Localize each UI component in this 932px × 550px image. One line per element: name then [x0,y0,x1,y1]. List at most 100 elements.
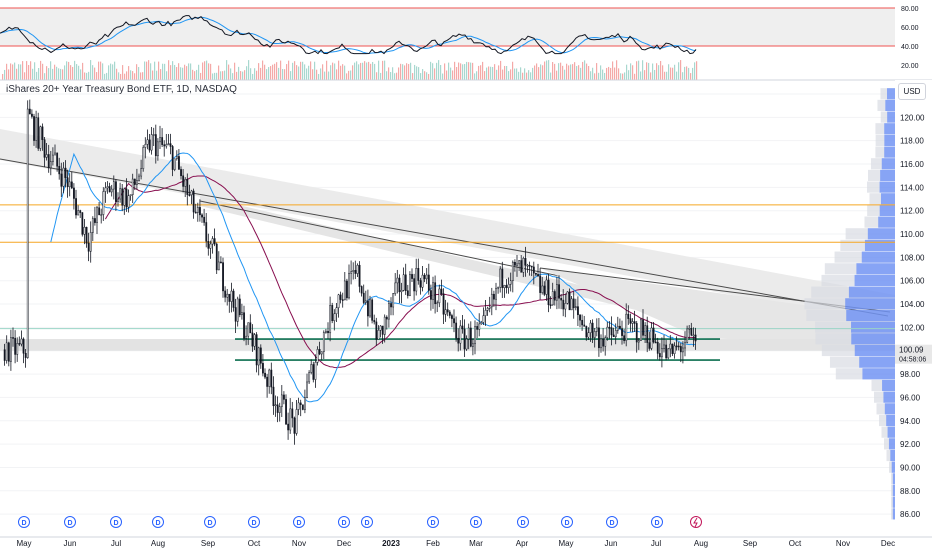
candle-body [417,268,420,281]
volume-bar [130,70,132,80]
candle-body [656,341,659,354]
volume-bar [206,60,208,80]
candle-body [631,321,634,324]
candle-body [306,381,308,398]
volume-bar [336,69,338,80]
dividend-marker-icon [517,516,529,528]
candle-body [392,293,395,308]
candle-body [98,207,101,216]
last-price-value: 100.09 [899,346,924,355]
volume-bar [652,63,654,80]
volume-bar [104,73,106,80]
volume-bar [344,65,346,80]
volume-bar [448,62,450,80]
candle-body [522,258,525,273]
candle-body [446,309,449,313]
candle-body [339,294,342,300]
volume-bar [612,61,614,80]
candle-body [514,261,516,266]
candle-body [560,298,563,301]
candle-body [566,291,569,304]
volume-bar [100,61,102,80]
volume-bar [582,61,584,80]
volume-bar [542,65,544,80]
volume-bar [156,70,158,80]
volume-bar [224,70,226,80]
volume-bar [430,61,432,80]
volume-bar [40,60,42,80]
volume-bar [154,61,156,80]
candle-body [154,134,157,157]
volume-bar [534,65,536,80]
candle-body [52,154,54,162]
candle-body [100,214,103,216]
dividend-marker-icon [338,516,350,528]
channel-fill-2 [200,196,720,330]
candle-body [629,318,632,324]
candle-body [688,327,691,330]
ma-fast-line [50,152,696,403]
volume-bar [198,64,200,80]
volume-bar [478,65,480,80]
candle-body [440,288,443,295]
candle-body [241,312,243,316]
rsi-tick-label: 20.00 [901,63,919,70]
candle-body [173,158,176,170]
candle-body [291,408,294,419]
volume-bar [570,64,572,80]
volume-bar [508,71,510,80]
candle-body [679,346,682,353]
volume-bar [38,68,40,80]
volume-bar [602,69,604,80]
candle-body [663,344,665,349]
volume-bar [346,73,348,80]
volume-bar [382,60,384,80]
candle-body [543,285,546,295]
volume-bar [592,67,594,80]
volume-bar [512,61,514,80]
candle-body [591,322,594,338]
rsi-tick-label: 80.00 [901,6,919,13]
vp-bar-up [888,438,895,450]
time-axis[interactable]: May Jun Jul Aug Sep Oct Nov Dec 2023 Feb Mar Apr May… [0,536,932,548]
dividend-marker-icon [561,516,573,528]
volume-bar [456,67,458,80]
dividend-marker-label: D [473,520,478,527]
volume-bar [110,63,112,80]
volume-bar [248,60,250,80]
vp-bar-up [878,216,895,228]
volume-bar [506,66,508,80]
candle-body [482,315,485,323]
currency-button[interactable]: USD [898,83,926,100]
candle-body [207,241,210,249]
volume-bar [558,63,560,80]
candle-body [520,260,523,273]
volume-bar [256,70,258,80]
volume-bar [678,62,680,80]
volume-bar [222,71,224,80]
volume-bar [372,61,374,80]
volume-bar [82,62,84,80]
candle-body [117,198,119,202]
candle-body [516,263,518,266]
volume-bar [688,67,690,80]
candle-body [409,274,411,296]
rsi-pane: 80.00 60.00 40.00 20.00 [0,6,932,81]
candle-body [79,210,82,213]
vp-bar-up [892,484,895,497]
volume-bar [64,65,66,80]
volume-bar [366,62,368,80]
candle-body [262,363,264,374]
candle-body [12,337,14,339]
candle-body [133,178,136,185]
candle-body [123,188,126,206]
candle-body [480,322,483,325]
price-axis[interactable]: 122.00120.00118.00116.00114.00112.00110.… [895,80,932,537]
vp-bar-up [883,391,895,403]
volume-bar [150,63,152,80]
volume-bar [420,73,422,80]
volume-bar [544,61,546,80]
volume-bar [284,69,286,80]
candle-body [411,274,413,279]
